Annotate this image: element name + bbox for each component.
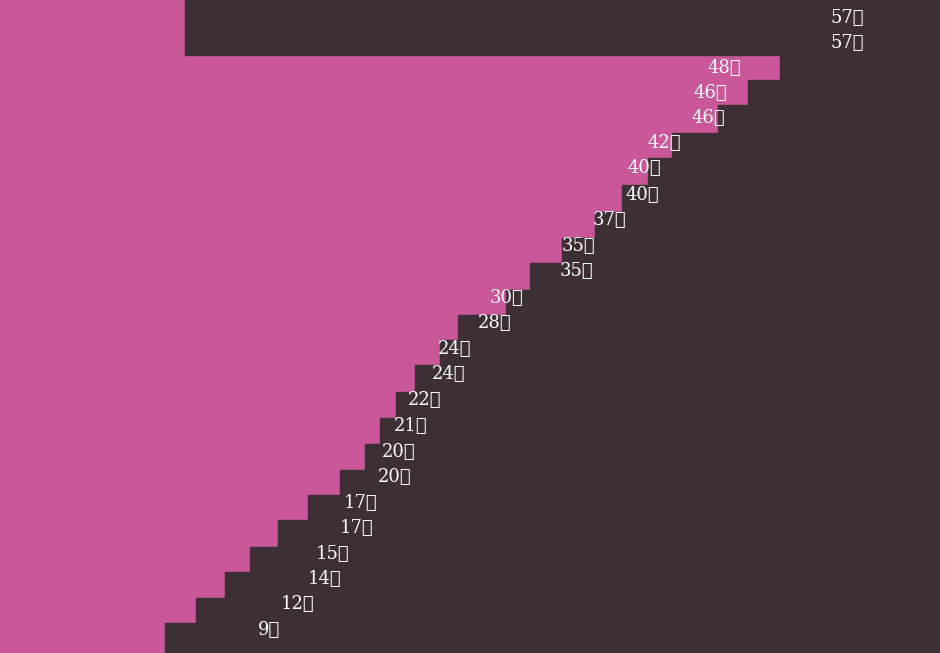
Text: 22人: 22人 (408, 391, 442, 409)
Text: 17人: 17人 (344, 494, 378, 512)
Text: 28人: 28人 (478, 314, 511, 332)
Text: 12人: 12人 (281, 595, 315, 613)
Text: 35人: 35人 (560, 262, 594, 280)
Text: 48人: 48人 (708, 59, 742, 77)
Text: 30人: 30人 (490, 289, 524, 307)
Text: 57人: 57人 (830, 9, 864, 27)
Text: 46人: 46人 (694, 84, 728, 102)
Text: 57人: 57人 (830, 34, 864, 52)
Text: 40人: 40人 (626, 186, 660, 204)
Text: 17人: 17人 (340, 519, 373, 537)
Text: 9人: 9人 (258, 621, 280, 639)
Text: 14人: 14人 (308, 570, 341, 588)
Text: 24人: 24人 (432, 365, 465, 383)
Text: 20人: 20人 (378, 468, 412, 486)
Text: 40人: 40人 (628, 159, 662, 177)
Text: 24人: 24人 (438, 340, 472, 358)
Polygon shape (165, 0, 940, 653)
Text: 21人: 21人 (394, 417, 428, 435)
Text: 37人: 37人 (593, 211, 627, 229)
Text: 46人: 46人 (692, 109, 726, 127)
Text: 42人: 42人 (648, 134, 682, 152)
Text: 20人: 20人 (382, 443, 415, 461)
Text: 15人: 15人 (316, 545, 350, 563)
Text: 35人: 35人 (562, 237, 596, 255)
